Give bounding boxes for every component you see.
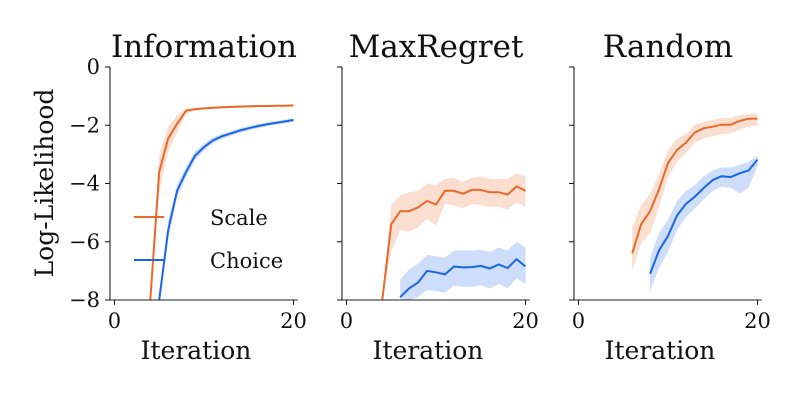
band-choice-random [650, 155, 758, 292]
y-tick-label: −2 [69, 113, 100, 137]
panel-random: Random 0 20 Iteration [569, 29, 771, 365]
panel-maxregret: MaxRegret 0 20 Iteration [337, 29, 539, 365]
plot-area-random [631, 113, 759, 292]
panel-title-random: Random [603, 29, 733, 65]
x-tick-label-maxregret: 0 [340, 309, 353, 333]
legend-label-choice: Choice [210, 249, 283, 273]
band-choice-information [159, 118, 294, 300]
panel-title-information: Information [111, 29, 297, 65]
x-axis-label-random: Iteration [605, 336, 716, 365]
x-tick-label-information: 20 [280, 309, 307, 333]
x-axis-label-maxregret: Iteration [373, 336, 484, 365]
x-tick-label-information: 0 [108, 309, 121, 333]
legend-label-scale: Scale [210, 206, 268, 230]
plot-area-maxregret [381, 173, 527, 300]
y-tick-label: −8 [69, 288, 100, 312]
x-tick-label-random: 20 [744, 309, 771, 333]
line-scale-information [149, 104, 294, 300]
band-choice-maxregret [400, 241, 526, 300]
y-axis-label: Log-Likelihood [30, 89, 59, 278]
line-scale-random [631, 117, 758, 254]
x-axis-label-information: Iteration [141, 336, 252, 365]
legend: Scale Choice [134, 206, 283, 273]
line-choice-information [158, 119, 294, 300]
plot-area-information [149, 104, 294, 300]
x-tick-label-random: 0 [572, 309, 585, 333]
line-choice-maxregret [399, 257, 527, 298]
y-tick-label: −6 [69, 230, 100, 254]
panel-information: Information 0 −2 −4 −6 −8 0 20 Iteration [69, 29, 307, 365]
line-scale-maxregret [381, 185, 526, 300]
line-choice-random [649, 158, 759, 275]
x-tick-label-maxregret: 20 [512, 309, 539, 333]
y-tick-label: −4 [69, 172, 100, 196]
y-tick-label: 0 [87, 55, 100, 79]
band-scale-maxregret [382, 173, 526, 300]
panel-title-maxregret: MaxRegret [349, 29, 524, 65]
